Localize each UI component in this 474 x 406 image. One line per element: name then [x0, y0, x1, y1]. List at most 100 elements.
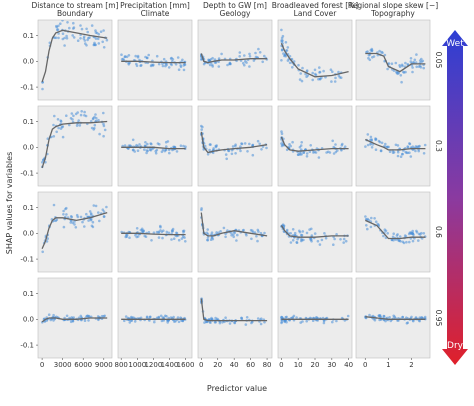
column-titles: Distance to stream [m]Boundary Precipitat…	[32, 1, 439, 18]
shap-point	[412, 319, 415, 323]
shap-point	[335, 319, 338, 323]
shap-point	[396, 154, 400, 158]
shap-point	[224, 153, 228, 156]
x-tick-label: 1600	[177, 361, 195, 369]
shap-point	[418, 59, 422, 62]
shap-point	[258, 142, 262, 146]
shap-point	[206, 236, 210, 239]
shap-point	[331, 70, 334, 73]
shap-point	[208, 63, 212, 67]
shap-point	[89, 120, 93, 123]
y-tick-label: -0.1	[20, 83, 34, 91]
panel-content	[120, 224, 187, 243]
shap-point	[298, 78, 302, 81]
shap-point	[422, 66, 426, 70]
shap-point	[346, 314, 350, 318]
shap-point	[291, 140, 294, 144]
trend-line	[41, 29, 108, 83]
shap-point	[161, 62, 164, 65]
shap-point	[235, 239, 238, 242]
shap-point	[383, 228, 387, 231]
shap-point	[97, 42, 101, 45]
shap-point	[200, 128, 203, 131]
trend-line	[200, 212, 268, 237]
shap-point	[335, 233, 338, 236]
x-tick-label: 1000	[128, 361, 146, 369]
shap-point	[297, 153, 300, 156]
panel-grid: 0.1 0.0 -0.1 0.1 0.0 -0.1 0.1 0.0 -0.1 0.1 0.0 -0.1…	[20, 19, 431, 369]
panel-content	[121, 314, 187, 324]
shap-point	[90, 24, 94, 27]
y-tick-label: -0.1	[20, 341, 34, 349]
shap-point	[230, 234, 233, 237]
shap-point	[57, 32, 60, 35]
shap-point	[213, 58, 217, 61]
trend-line	[200, 131, 268, 154]
shap-point	[406, 63, 410, 66]
panel-background	[277, 191, 353, 273]
x-tick-label: 800	[115, 361, 128, 369]
y-tick-label: 0.0	[23, 230, 34, 238]
column-title-line1: Regional slope skew [−]	[348, 1, 438, 10]
shap-point	[136, 235, 140, 238]
shap-point	[80, 27, 84, 31]
shap-point	[243, 63, 246, 67]
trend-line	[365, 219, 426, 240]
panel-content	[41, 20, 109, 91]
row-label: 0.6	[434, 226, 443, 238]
panel-r3-c3	[197, 191, 273, 273]
shap-point	[98, 219, 101, 223]
shap-point	[68, 26, 71, 30]
panel-content	[121, 138, 187, 155]
trend-line	[41, 120, 108, 169]
y-axis-label: SHAP values for variables	[5, 152, 14, 254]
shap-point	[280, 321, 283, 325]
shap-point	[184, 240, 187, 243]
shap-point	[302, 151, 306, 154]
shap-point	[408, 240, 411, 244]
x-tick-label: 2	[409, 361, 413, 369]
shap-point	[248, 55, 252, 58]
shap-point	[384, 319, 387, 323]
y-tick-label: -0.1	[20, 255, 34, 263]
shap-point	[75, 213, 79, 217]
shap-point	[165, 230, 169, 234]
shap-point	[214, 316, 217, 320]
y-tick-label: 0.0	[23, 58, 34, 66]
shap-point	[60, 125, 64, 129]
shap-point	[143, 148, 146, 151]
shap-point	[309, 144, 313, 147]
shap-point	[420, 316, 423, 319]
shap-point	[261, 60, 265, 64]
shap-point	[217, 231, 221, 234]
shap-point	[306, 74, 310, 77]
shap-point	[311, 71, 315, 75]
shap-point	[291, 66, 294, 69]
shap-point	[343, 145, 347, 148]
shap-point	[103, 314, 106, 318]
panel-background	[355, 191, 431, 273]
column-title-line1: Broadleaved forest [%]	[272, 1, 359, 10]
shap-point	[213, 321, 217, 324]
shap-point	[98, 132, 101, 136]
panel-background	[117, 19, 193, 101]
shap-point	[324, 236, 328, 240]
shap-point	[396, 150, 400, 154]
shap-point	[79, 24, 82, 27]
shap-point	[300, 79, 304, 83]
shap-point	[52, 313, 55, 317]
shap-point	[181, 58, 184, 62]
shap-point	[41, 161, 44, 164]
shap-point	[333, 237, 336, 241]
shap-point	[225, 157, 228, 161]
shap-point	[65, 37, 69, 40]
shap-point	[155, 54, 159, 58]
shap-point	[411, 229, 415, 233]
x-tick-label: 20	[311, 361, 320, 369]
shap-point	[161, 148, 165, 152]
shap-point	[417, 239, 420, 242]
shap-point	[285, 228, 289, 232]
shap-point	[313, 68, 317, 72]
shap-point	[238, 55, 241, 58]
